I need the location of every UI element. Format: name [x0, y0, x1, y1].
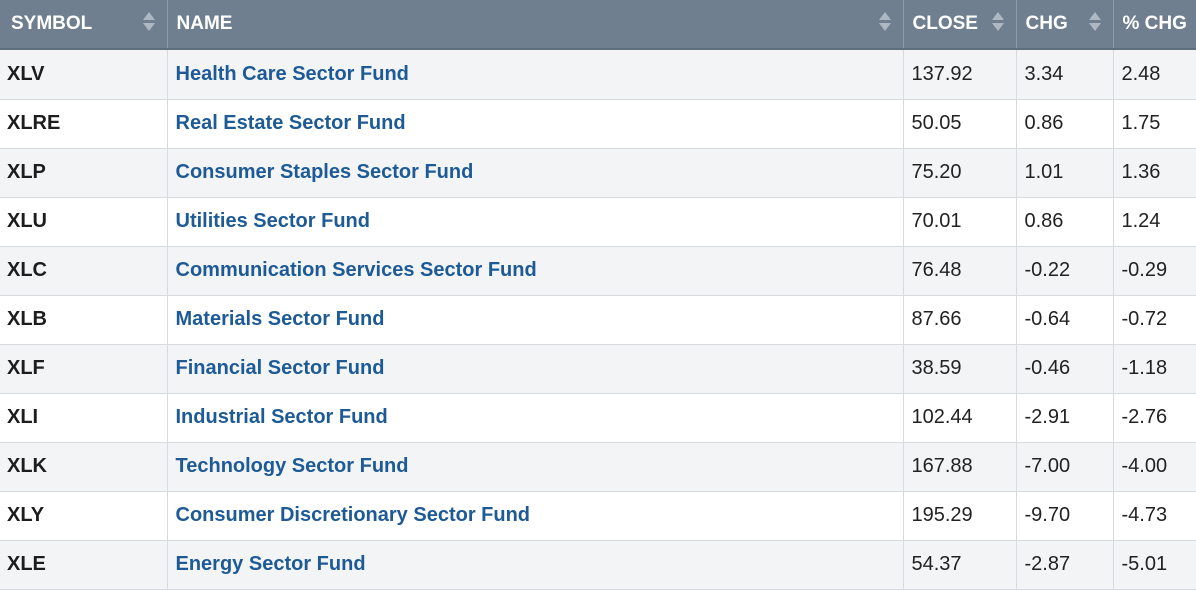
close-cell: 54.37	[902, 540, 1016, 590]
fund-name-link[interactable]: Consumer Discretionary Sector Fund	[166, 491, 903, 541]
fund-name-link[interactable]: Communication Services Sector Fund	[166, 246, 903, 296]
symbol-cell: XLI	[0, 393, 167, 443]
change-cell: -9.70	[1015, 491, 1113, 541]
table-row: XLB Materials Sector Fund 87.66 -0.64 -0.72	[0, 295, 1196, 345]
percent-change-cell: -5.01	[1112, 540, 1196, 590]
table-row: XLE Energy Sector Fund 54.37 -2.87 -5.01	[0, 540, 1196, 590]
fund-name-link[interactable]: Technology Sector Fund	[166, 442, 903, 492]
change-cell: -2.87	[1015, 540, 1113, 590]
percent-change-cell: 1.75	[1112, 99, 1196, 149]
column-header-name[interactable]: NAME	[166, 0, 903, 50]
table-row: XLF Financial Sector Fund 38.59 -0.46 -1.18	[0, 344, 1196, 394]
percent-change-cell: -4.73	[1112, 491, 1196, 541]
sort-icon[interactable]	[991, 12, 1004, 31]
change-cell: 0.86	[1015, 197, 1113, 247]
sort-icon[interactable]	[1088, 12, 1101, 31]
close-cell: 76.48	[902, 246, 1016, 296]
close-cell: 102.44	[902, 393, 1016, 443]
table-row: XLP Consumer Staples Sector Fund 75.20 1.01…	[0, 148, 1196, 198]
change-cell: -0.46	[1015, 344, 1113, 394]
column-header-label: CLOSE	[912, 13, 978, 34]
sort-icon[interactable]	[878, 12, 891, 31]
close-cell: 87.66	[902, 295, 1016, 345]
fund-name-link[interactable]: Materials Sector Fund	[166, 295, 903, 345]
column-header-label: NAME	[176, 13, 233, 34]
close-cell: 137.92	[902, 49, 1016, 100]
fund-name-link[interactable]: Real Estate Sector Fund	[166, 99, 903, 149]
percent-change-cell: 2.48	[1112, 49, 1196, 100]
symbol-cell: XLP	[0, 148, 167, 198]
symbol-cell: XLU	[0, 197, 167, 247]
percent-change-cell: -0.72	[1112, 295, 1196, 345]
table-row: XLV Health Care Sector Fund 137.92 3.34 2.48	[0, 49, 1196, 100]
symbol-cell: XLRE	[0, 99, 167, 149]
column-header-chg[interactable]: CHG	[1015, 0, 1113, 50]
table-row: XLRE Real Estate Sector Fund 50.05 0.86 1.75	[0, 99, 1196, 149]
close-cell: 195.29	[902, 491, 1016, 541]
change-cell: 3.34	[1015, 49, 1113, 100]
percent-change-cell: 1.24	[1112, 197, 1196, 247]
table-row: XLI Industrial Sector Fund 102.44 -2.91 -2.7…	[0, 393, 1196, 443]
change-cell: -7.00	[1015, 442, 1113, 492]
percent-change-cell: -4.00	[1112, 442, 1196, 492]
symbol-cell: XLE	[0, 540, 167, 590]
column-header-label: % CHG	[1122, 13, 1187, 34]
column-header-pct-chg[interactable]: % CHG	[1112, 0, 1196, 50]
fund-name-link[interactable]: Health Care Sector Fund	[166, 49, 903, 100]
fund-name-link[interactable]: Utilities Sector Fund	[166, 197, 903, 247]
change-cell: -2.91	[1015, 393, 1113, 443]
close-cell: 38.59	[902, 344, 1016, 394]
fund-name-link[interactable]: Consumer Staples Sector Fund	[166, 148, 903, 198]
column-header-label: SYMBOL	[11, 13, 93, 34]
column-header-close[interactable]: CLOSE	[902, 0, 1016, 50]
close-cell: 70.01	[902, 197, 1016, 247]
symbol-cell: XLF	[0, 344, 167, 394]
table-row: XLC Communication Services Sector Fund 76.…	[0, 246, 1196, 296]
change-cell: -0.22	[1015, 246, 1113, 296]
fund-name-link[interactable]: Energy Sector Fund	[166, 540, 903, 590]
symbol-cell: XLY	[0, 491, 167, 541]
close-cell: 50.05	[902, 99, 1016, 149]
percent-change-cell: 1.36	[1112, 148, 1196, 198]
percent-change-cell: -2.76	[1112, 393, 1196, 443]
table-row: XLU Utilities Sector Fund 70.01 0.86 1.24	[0, 197, 1196, 247]
table-row: XLK Technology Sector Fund 167.88 -7.00 -4.0…	[0, 442, 1196, 492]
fund-name-link[interactable]: Financial Sector Fund	[166, 344, 903, 394]
change-cell: -0.64	[1015, 295, 1113, 345]
close-cell: 75.20	[902, 148, 1016, 198]
symbol-cell: XLC	[0, 246, 167, 296]
symbol-cell: XLV	[0, 49, 167, 100]
table-header-row: SYMBOL NAME CLOSE CHG % CHG	[0, 0, 1196, 50]
close-cell: 167.88	[902, 442, 1016, 492]
symbol-cell: XLK	[0, 442, 167, 492]
fund-name-link[interactable]: Industrial Sector Fund	[166, 393, 903, 443]
column-header-label: CHG	[1025, 13, 1068, 34]
column-header-symbol[interactable]: SYMBOL	[0, 0, 167, 50]
sort-icon[interactable]	[142, 12, 155, 31]
symbol-cell: XLB	[0, 295, 167, 345]
table-row: XLY Consumer Discretionary Sector Fund 195…	[0, 491, 1196, 541]
percent-change-cell: -1.18	[1112, 344, 1196, 394]
change-cell: 0.86	[1015, 99, 1113, 149]
change-cell: 1.01	[1015, 148, 1113, 198]
percent-change-cell: -0.29	[1112, 246, 1196, 296]
